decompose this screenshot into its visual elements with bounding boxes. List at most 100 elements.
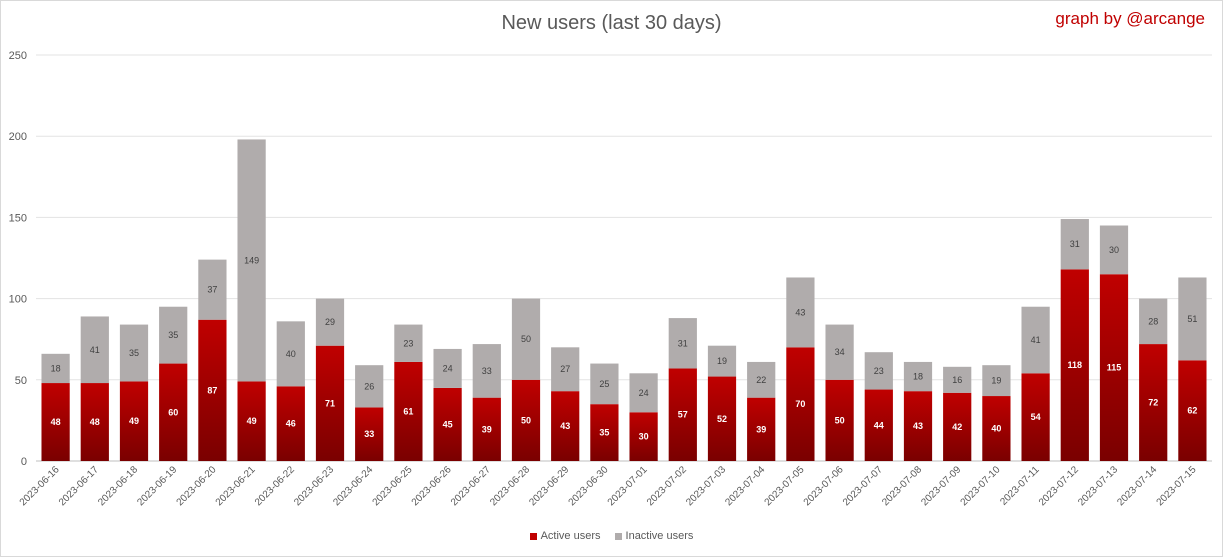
data-label-active: 52 — [717, 414, 727, 424]
x-tick-label: 2023-06-17 — [57, 464, 101, 508]
data-label-active: 48 — [90, 417, 100, 427]
bar-inactive — [433, 348, 462, 388]
gridlines — [36, 54, 1212, 462]
data-label-inactive: 51 — [1187, 314, 1197, 324]
bar-active — [943, 392, 972, 461]
x-tick-label: 2023-07-01 — [606, 464, 650, 508]
bar-active — [315, 345, 345, 461]
data-label-active: 61 — [403, 406, 413, 416]
data-label-inactive: 50 — [521, 334, 531, 344]
x-tick-label: 2023-06-25 — [371, 464, 415, 508]
x-tick-label: 2023-06-28 — [488, 464, 532, 508]
bar-inactive — [315, 298, 345, 346]
data-label-inactive: 23 — [403, 338, 413, 348]
y-tick-label: 200 — [9, 131, 27, 143]
x-tick-label: 2023-06-16 — [18, 464, 62, 508]
data-label-inactive: 40 — [286, 349, 296, 359]
data-label-inactive: 23 — [874, 366, 884, 376]
data-label-inactive: 24 — [639, 388, 649, 398]
bar-inactive — [943, 366, 972, 393]
bar-inactive — [394, 324, 423, 362]
x-tick-label: 2023-07-09 — [919, 464, 963, 508]
data-label-inactive: 149 — [244, 255, 259, 265]
data-label-inactive: 24 — [443, 363, 453, 373]
data-label-inactive: 25 — [599, 379, 609, 389]
bar-inactive — [1021, 306, 1050, 374]
data-label-active: 57 — [678, 410, 688, 420]
bar-inactive — [276, 321, 305, 387]
data-label-active: 62 — [1187, 406, 1197, 416]
data-label-active: 39 — [482, 424, 492, 434]
data-label-active: 87 — [207, 385, 217, 395]
bar-inactive — [41, 353, 70, 384]
data-label-inactive: 41 — [90, 345, 100, 355]
x-tick-label: 2023-07-10 — [959, 464, 1003, 508]
data-label-inactive: 30 — [1109, 245, 1119, 255]
data-label-active: 45 — [443, 419, 453, 429]
bar-inactive — [1178, 277, 1207, 361]
bar-active — [747, 397, 776, 461]
bar-inactive — [629, 373, 658, 413]
data-label-inactive: 43 — [795, 307, 805, 317]
legend-swatch-inactive — [614, 532, 622, 540]
data-label-active: 43 — [560, 421, 570, 431]
data-label-active: 70 — [795, 399, 805, 409]
bar-active — [276, 386, 305, 461]
data-label-active: 71 — [325, 398, 335, 408]
bar-active — [786, 347, 815, 461]
y-tick-label: 100 — [9, 294, 27, 306]
data-label-inactive: 41 — [1031, 335, 1041, 345]
y-tick-label: 0 — [21, 456, 27, 468]
x-tick-label: 2023-06-24 — [331, 464, 375, 508]
bar-inactive — [1099, 225, 1129, 275]
data-label-inactive: 29 — [325, 317, 335, 327]
x-tick-label: 2023-06-29 — [527, 464, 571, 508]
credit-label: graph by @arcange — [1055, 9, 1205, 28]
y-tick-label: 250 — [9, 50, 27, 62]
y-axis: 0 50 100 150 200 250 — [9, 50, 27, 468]
legend-label-active: Active users — [540, 530, 601, 542]
data-label-inactive: 35 — [168, 330, 178, 340]
bar-inactive — [590, 363, 619, 405]
x-tick-label: 2023-07-14 — [1115, 464, 1159, 508]
bar-inactive — [551, 347, 580, 392]
data-label-inactive: 37 — [207, 285, 217, 295]
data-label-active: 118 — [1068, 360, 1083, 370]
x-tick-label: 2023-06-27 — [449, 464, 493, 508]
x-tick-label: 2023-07-08 — [880, 464, 924, 508]
data-label-active: 60 — [168, 407, 178, 417]
chart-title: New users (last 30 days) — [501, 12, 722, 34]
legend-label-inactive: Inactive users — [625, 530, 694, 542]
data-label-inactive: 18 — [913, 372, 923, 382]
x-tick-label: 2023-06-30 — [567, 464, 611, 508]
bar-active — [1178, 360, 1207, 461]
bar-inactive — [864, 352, 893, 390]
data-label-inactive: 22 — [756, 375, 766, 385]
data-label-inactive: 35 — [129, 348, 139, 358]
data-labels: 48 18 48 41 49 35 60 35 87 37 49 149 46 40 71 29 33 26 61 2… — [51, 239, 1198, 441]
bar-inactive — [982, 365, 1011, 397]
x-tick-label: 2023-06-19 — [135, 464, 179, 508]
bar-active — [198, 319, 227, 461]
data-label-active: 33 — [364, 429, 374, 439]
x-tick-label: 2023-07-13 — [1076, 464, 1120, 508]
data-label-inactive: 31 — [1070, 239, 1080, 249]
bar-inactive — [119, 324, 149, 382]
data-label-inactive: 28 — [1148, 316, 1158, 326]
bar-inactive — [80, 316, 109, 384]
x-tick-label: 2023-07-04 — [723, 464, 767, 508]
y-tick-label: 150 — [9, 212, 27, 224]
data-label-active: 49 — [247, 416, 257, 426]
data-label-inactive: 34 — [835, 347, 845, 357]
data-label-active: 39 — [756, 424, 766, 434]
bar-active — [590, 404, 619, 461]
bar-inactive — [159, 306, 188, 364]
bar-active — [551, 391, 580, 461]
bar-inactive — [1060, 219, 1089, 270]
data-label-inactive: 31 — [678, 338, 688, 348]
data-label-active: 46 — [286, 419, 296, 429]
data-label-active: 43 — [913, 421, 923, 431]
bar-active — [119, 381, 149, 461]
bar-active — [1021, 373, 1050, 461]
x-tick-label: 2023-06-21 — [214, 464, 258, 508]
